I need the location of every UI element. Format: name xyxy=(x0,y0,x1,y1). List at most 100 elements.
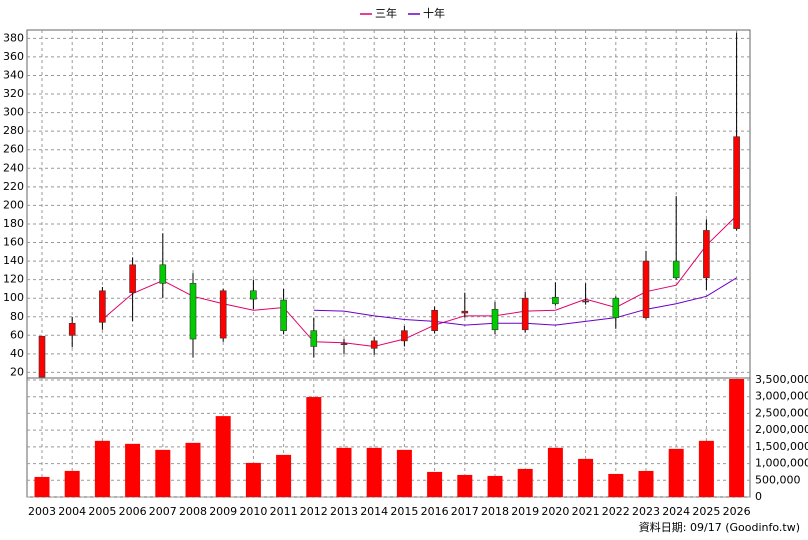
candle-body xyxy=(159,264,167,284)
volume-bar xyxy=(185,442,201,497)
x-tick-label: 2003 xyxy=(28,505,56,518)
candle-body xyxy=(612,297,620,318)
volume-bar xyxy=(155,449,171,497)
legend-label: 三年 xyxy=(375,6,397,20)
volume-panel xyxy=(26,377,751,498)
volume-bar xyxy=(457,474,473,497)
x-tick-label: 2022 xyxy=(602,505,630,518)
x-tick-label: 2026 xyxy=(723,505,751,518)
y-tick-label: 360 xyxy=(3,50,24,63)
legend-label: 十年 xyxy=(423,6,445,20)
x-tick-label: 2020 xyxy=(541,505,569,518)
candle-body xyxy=(370,340,378,349)
volume-bar xyxy=(336,447,352,497)
volume-bar xyxy=(245,462,261,497)
y-tick-label: 140 xyxy=(3,254,24,267)
candle-body xyxy=(461,310,469,314)
x-tick-label: 2014 xyxy=(360,505,388,518)
x-tick-label: 2006 xyxy=(119,505,147,518)
candle-body xyxy=(582,300,589,303)
candle-body xyxy=(491,309,499,331)
candle-body xyxy=(340,343,348,345)
volume-bar xyxy=(215,416,231,497)
y-tick-label: 280 xyxy=(3,124,24,137)
candle-body xyxy=(672,260,680,279)
volume-bar xyxy=(94,440,110,497)
volume-bar xyxy=(64,470,80,497)
y-tick-label: 2,000,000 xyxy=(755,423,808,436)
y-tick-label: 260 xyxy=(3,143,24,156)
candle-body xyxy=(99,290,106,323)
candle-body xyxy=(310,330,318,347)
x-tick-label: 2015 xyxy=(390,505,418,518)
price-panel xyxy=(26,29,751,379)
volume-bar xyxy=(668,448,684,497)
x-tick-label: 2025 xyxy=(692,505,720,518)
y-tick-label: 60 xyxy=(10,328,24,341)
y-tick-label: 20 xyxy=(10,365,24,378)
y-tick-label: 80 xyxy=(10,310,24,323)
volume-bar xyxy=(608,473,624,497)
y-tick-label: 240 xyxy=(3,161,24,174)
candle-body xyxy=(129,264,136,293)
x-tick-label: 2012 xyxy=(300,505,328,518)
x-tick-label: 2007 xyxy=(149,505,177,518)
y-tick-label: 320 xyxy=(3,87,24,100)
candle-body xyxy=(703,230,710,279)
source-note: 資料日期: 09/17 (Goodinfo.tw) xyxy=(639,520,800,534)
candle-body xyxy=(280,299,287,331)
volume-bar xyxy=(487,475,503,497)
moving-average-line xyxy=(102,215,737,347)
volume-bar xyxy=(547,447,563,497)
y-tick-label: 40 xyxy=(10,347,24,360)
x-tick-label: 2005 xyxy=(88,505,116,518)
volume-bar xyxy=(276,454,292,497)
y-tick-label: 3,500,000 xyxy=(755,373,808,386)
x-tick-label: 2023 xyxy=(632,505,660,518)
candle-body xyxy=(38,335,46,378)
volume-bar xyxy=(729,379,745,497)
x-tick-label: 2021 xyxy=(572,505,600,518)
y-tick-label: 1,000,000 xyxy=(755,457,808,470)
volume-bar xyxy=(427,471,443,497)
x-tick-label: 2017 xyxy=(451,505,479,518)
candle-body xyxy=(219,290,227,339)
y-tick-label: 2,500,000 xyxy=(755,406,808,419)
y-tick-label: 200 xyxy=(3,198,24,211)
candle-body xyxy=(642,260,650,318)
candle-body xyxy=(68,322,76,336)
y-tick-label: 220 xyxy=(3,180,24,193)
x-tick-label: 2016 xyxy=(421,505,449,518)
candle-body xyxy=(733,136,740,229)
y-tick-label: 160 xyxy=(3,236,24,249)
x-tick-label: 2010 xyxy=(239,505,267,518)
volume-bar xyxy=(125,443,141,497)
y-tick-label: 500,000 xyxy=(755,473,801,486)
x-tick-label: 2013 xyxy=(330,505,358,518)
y-tick-label: 120 xyxy=(3,273,24,286)
candle-body xyxy=(521,297,529,331)
volume-bar xyxy=(517,468,533,497)
y-tick-label: 100 xyxy=(3,291,24,304)
x-tick-label: 2018 xyxy=(481,505,509,518)
volume-bar xyxy=(578,458,594,497)
candle-body xyxy=(552,296,559,305)
x-tick-label: 2009 xyxy=(209,505,237,518)
y-tick-label: 340 xyxy=(3,68,24,81)
volume-bar xyxy=(34,476,50,497)
candle-body xyxy=(431,309,438,331)
y-tick-label: 380 xyxy=(3,31,24,44)
x-tick-label: 2019 xyxy=(511,505,539,518)
y-tick-label: 1,500,000 xyxy=(755,440,808,453)
volume-bar xyxy=(396,449,412,497)
x-tick-label: 2011 xyxy=(270,505,298,518)
x-tick-label: 2008 xyxy=(179,505,207,518)
x-tick-label: 2024 xyxy=(662,505,690,518)
y-tick-label: 0 xyxy=(755,490,762,503)
volume-bar xyxy=(638,470,654,497)
volume-bar xyxy=(698,440,714,497)
candle-body xyxy=(401,330,408,342)
candle-body xyxy=(250,290,257,300)
x-tick-label: 2004 xyxy=(58,505,86,518)
